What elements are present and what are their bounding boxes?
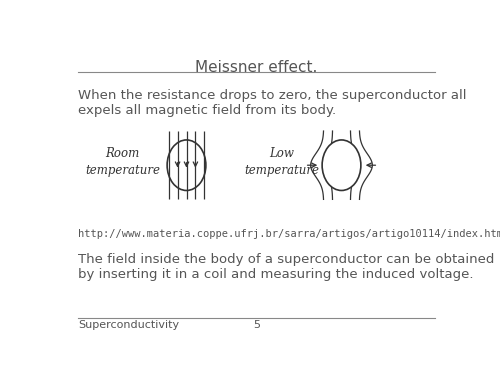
Text: Meissner effect.: Meissner effect. bbox=[195, 60, 318, 75]
Text: http://www.materia.coppe.ufrj.br/sarra/artigos/artigo10114/index.html: http://www.materia.coppe.ufrj.br/sarra/a… bbox=[78, 229, 500, 239]
Text: 5: 5 bbox=[253, 320, 260, 330]
Text: When the resistance drops to zero, the superconductor all
expels all magnetic fi: When the resistance drops to zero, the s… bbox=[78, 90, 466, 117]
Text: Low
temperature: Low temperature bbox=[244, 147, 319, 177]
Text: The field inside the body of a superconductor can be obtained
by inserting it in: The field inside the body of a supercond… bbox=[78, 253, 494, 281]
Text: Superconductivity: Superconductivity bbox=[78, 320, 179, 330]
Text: Room
temperature: Room temperature bbox=[85, 147, 160, 177]
